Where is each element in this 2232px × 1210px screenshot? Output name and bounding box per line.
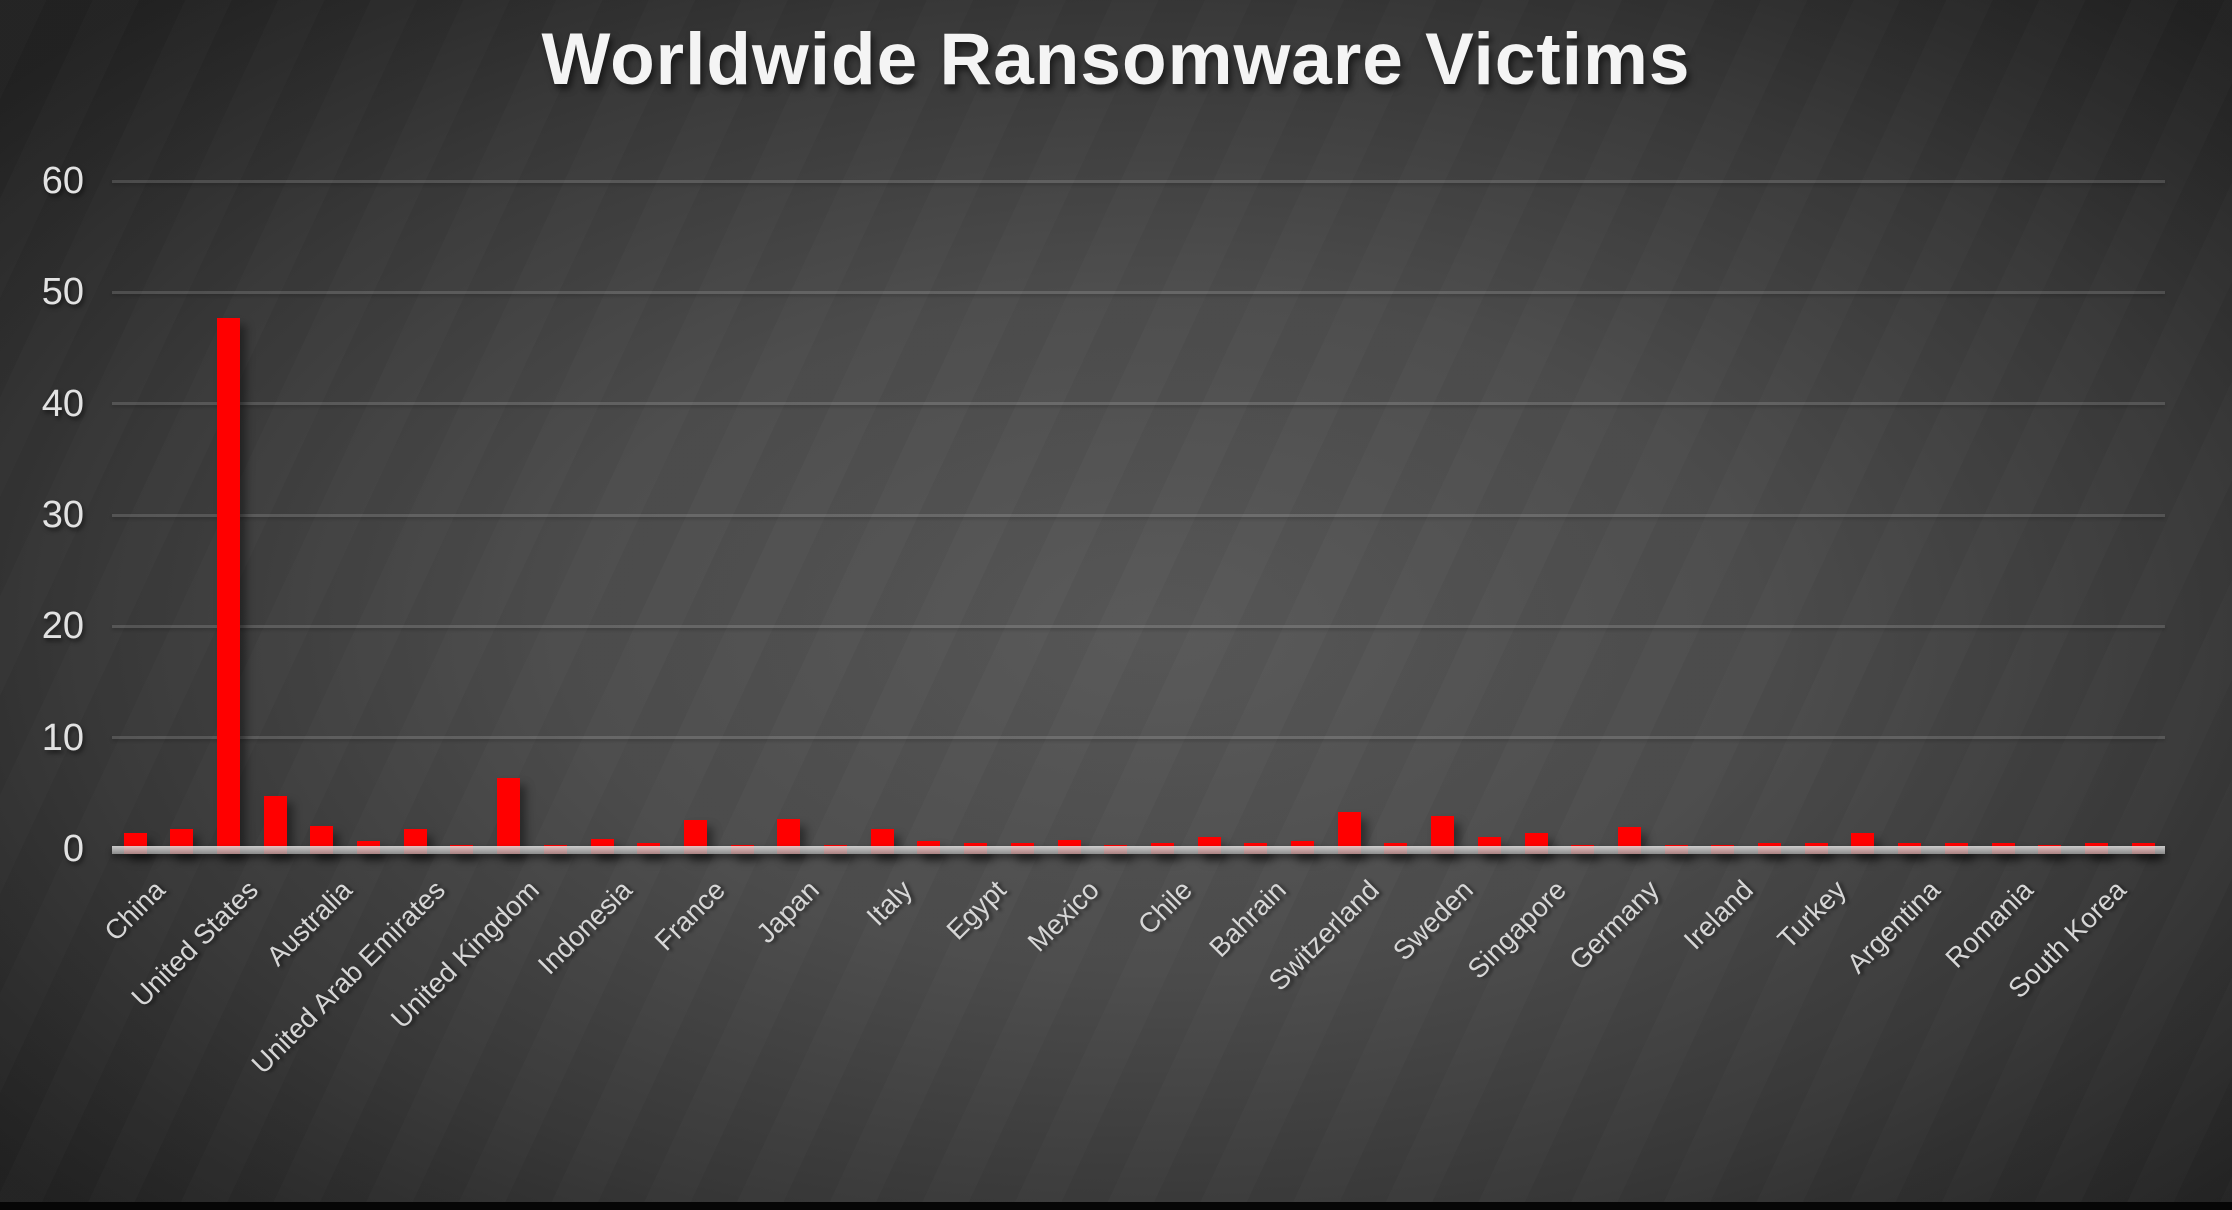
gridline-y-20 — [112, 624, 2165, 628]
bar-japan — [777, 818, 801, 854]
bottom-edge-strip — [0, 1202, 2232, 1210]
y-axis-tick-label-10: 10 — [41, 716, 84, 759]
bar-united-states — [216, 317, 240, 854]
y-axis-tick-label-0: 0 — [62, 828, 84, 870]
bar-sweden — [1431, 815, 1455, 854]
bar-france — [683, 820, 707, 854]
bar-switzerland — [1337, 812, 1361, 854]
bar-united-kingdom — [497, 777, 521, 854]
x-axis-label-south-korea: South Korea — [2002, 874, 2133, 1005]
y-axis-tick-label-40: 40 — [41, 382, 84, 425]
gridline-y-60 — [112, 179, 2165, 183]
gridline-y-30 — [112, 513, 2165, 517]
gridline-y-10 — [112, 736, 2165, 740]
y-axis-tick-label-60: 60 — [41, 160, 84, 202]
gridline-y-50 — [112, 290, 2165, 294]
gridline-y-40 — [112, 402, 2165, 406]
chart-title: Worldwide Ransomware Victims — [541, 19, 1691, 100]
x-axis-line — [112, 846, 2165, 854]
bar-unlabeled-3 — [263, 795, 287, 854]
y-axis-tick-label-20: 20 — [41, 605, 84, 648]
y-axis-tick-label-50: 50 — [41, 271, 84, 314]
y-axis-tick-label-30: 30 — [41, 494, 84, 536]
